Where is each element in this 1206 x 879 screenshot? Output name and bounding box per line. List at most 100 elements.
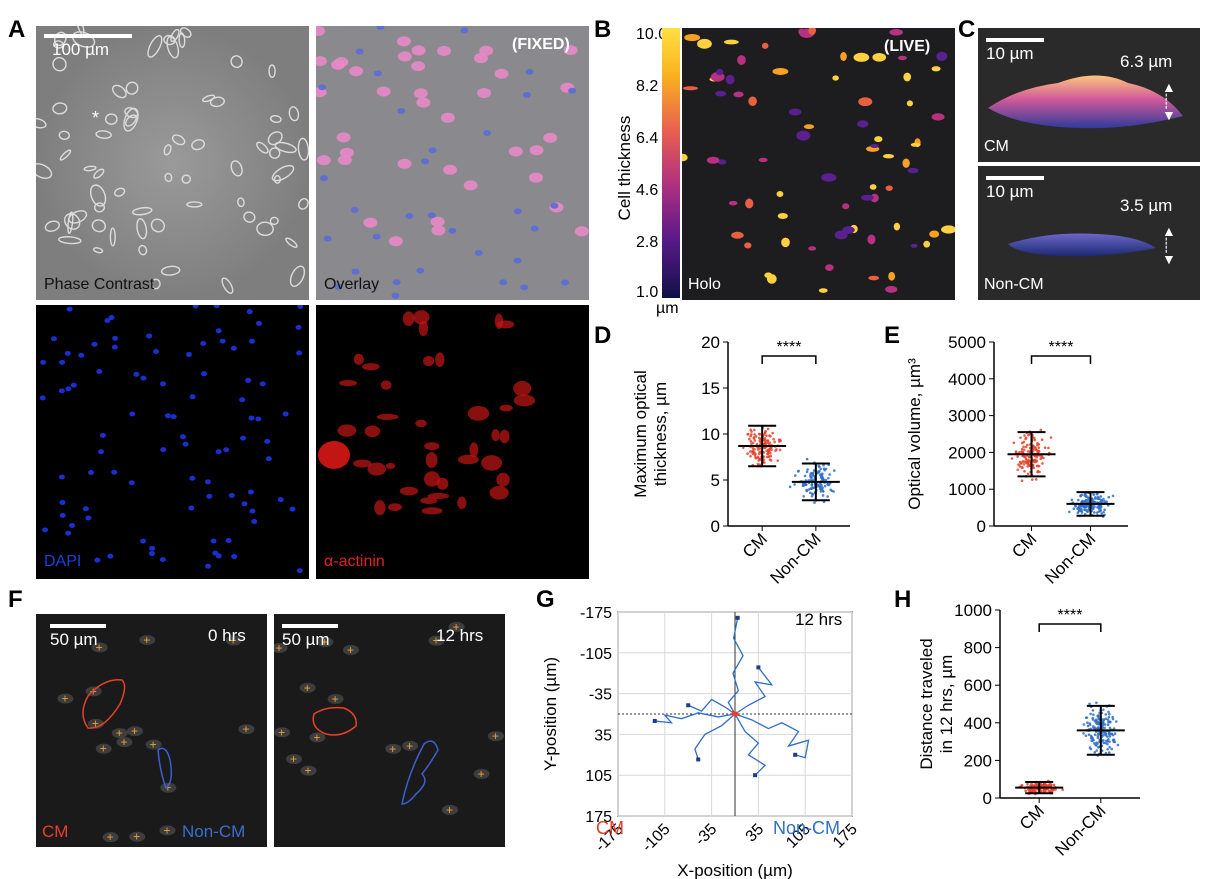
data-point: [1108, 732, 1111, 736]
cell-outline: [209, 96, 225, 108]
data-point: [1034, 478, 1038, 481]
actinin-signal: [339, 379, 357, 387]
data-point: [1097, 510, 1101, 513]
data-point: [1033, 445, 1036, 449]
cell: [781, 237, 790, 248]
x-axis-label: X-position (µm): [677, 861, 793, 879]
data-point: [808, 491, 812, 495]
trajectory-endpoint: [756, 665, 761, 670]
cell: [411, 61, 426, 72]
data-point: [1104, 732, 1108, 736]
actinin-signal: [424, 442, 440, 451]
significance-label: ****: [1058, 607, 1083, 624]
cell-centroid-marker: +: [305, 764, 312, 778]
cell: [902, 158, 910, 168]
cell: [286, 754, 303, 765]
cell: [116, 737, 133, 748]
x-tick-label: CM: [1008, 529, 1040, 561]
data-point: [821, 486, 824, 489]
y-tick-label: 5: [711, 471, 720, 490]
cell: [95, 743, 112, 754]
cell-outline: [95, 130, 112, 139]
x-tick-label: Non-CM: [766, 529, 824, 587]
panel-label-c: C: [958, 16, 976, 43]
noncm-3d-label: Non-CM: [984, 276, 1044, 293]
data-point: [742, 446, 745, 450]
data-point: [819, 467, 822, 471]
cell: [299, 682, 316, 693]
trajectory-line: [734, 713, 810, 759]
cell: [388, 236, 403, 247]
actinin-signal: [420, 497, 438, 505]
cell: [923, 240, 931, 248]
data-point: [778, 448, 782, 452]
y-axis-label-line: Maximum optical: [631, 370, 650, 498]
cell-centroid-marker: +: [478, 767, 485, 781]
data-point: [821, 489, 825, 493]
data-point: [1111, 494, 1115, 498]
trajectory-line: [727, 617, 744, 715]
cell-centroid-marker: +: [100, 742, 107, 756]
data-point: [1113, 732, 1117, 735]
data-point: [1086, 724, 1090, 728]
data-point: [1089, 712, 1092, 716]
data-point: [1097, 497, 1100, 501]
cell: [309, 732, 326, 743]
cell-centroid-marker: +: [131, 724, 138, 738]
data-point: [746, 432, 749, 436]
cell: [372, 233, 381, 240]
cell: [568, 87, 577, 94]
cell: [684, 34, 701, 42]
cell: [316, 56, 327, 67]
holo-image: (LIVE) Holo: [682, 28, 955, 300]
cell: [563, 45, 578, 56]
data-point: [1099, 495, 1103, 498]
actinin-signal: [364, 425, 381, 437]
nucleus: [296, 350, 303, 356]
data-point: [1035, 464, 1039, 468]
cell-outline: [111, 84, 127, 99]
y-tick-label: 0: [983, 789, 992, 808]
data-point: [1027, 788, 1030, 791]
data-point: [755, 442, 759, 446]
data-point: [1095, 492, 1099, 496]
cell: [405, 213, 414, 220]
fixed-label: (FIXED): [512, 36, 570, 53]
cell-outline: [297, 137, 309, 161]
cell: [334, 57, 349, 68]
data-point: [810, 494, 814, 498]
data-point: [1032, 466, 1036, 470]
data-point: [1019, 462, 1023, 465]
cell-centroid-marker: +: [278, 725, 285, 739]
data-point: [1085, 499, 1088, 502]
nucleus: [282, 411, 289, 417]
cell: [725, 74, 735, 85]
y-tick-label: 15: [701, 379, 720, 398]
cell: [477, 87, 492, 98]
cell-outline: [93, 168, 105, 179]
data-point: [768, 458, 772, 461]
colorbar-axis-label-box: Cell thickness: [610, 80, 634, 260]
data-point: [810, 483, 813, 487]
nucleus: [200, 340, 207, 346]
data-point: [805, 489, 809, 493]
data-point: [765, 434, 768, 437]
data-point: [1112, 727, 1116, 730]
data-point: [1107, 495, 1111, 499]
actinin-signal: [361, 363, 380, 371]
data-point: [821, 472, 824, 476]
colorbar-tick: 6.4: [636, 130, 659, 147]
cell-centroid-marker: +: [347, 643, 354, 657]
data-point: [1093, 719, 1097, 723]
data-point: [1028, 454, 1031, 458]
nucleus: [192, 305, 199, 309]
actinin-signal: [337, 424, 357, 437]
cell: [420, 158, 429, 165]
cell-outline: [36, 117, 47, 129]
data-point: [754, 435, 758, 438]
nucleus: [189, 394, 196, 400]
cell-outline: [93, 202, 105, 213]
cell: [499, 279, 508, 286]
data-point: [1080, 511, 1084, 514]
data-point: [1091, 709, 1095, 712]
